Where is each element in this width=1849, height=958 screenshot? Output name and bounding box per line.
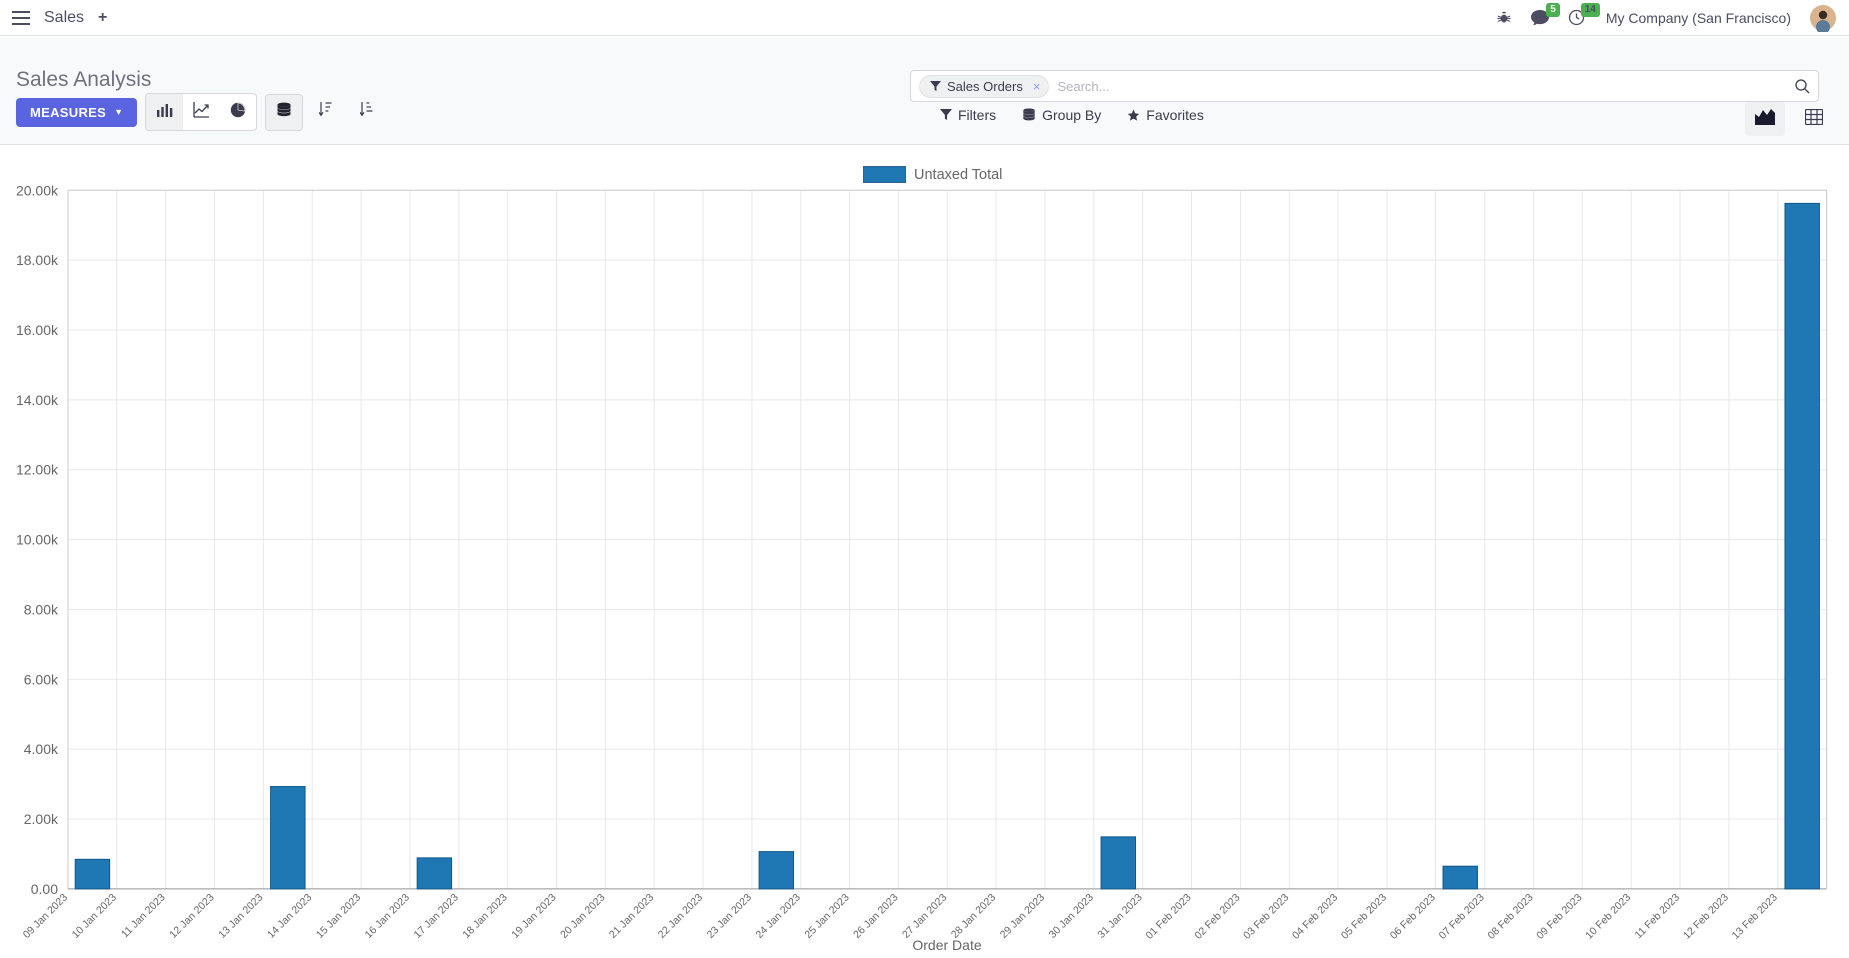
svg-text:06 Feb 2023: 06 Feb 2023 bbox=[1388, 891, 1438, 941]
svg-text:25 Jan 2023: 25 Jan 2023 bbox=[802, 891, 851, 940]
svg-text:13 Jan 2023: 13 Jan 2023 bbox=[216, 891, 265, 940]
svg-text:26 Jan 2023: 26 Jan 2023 bbox=[851, 891, 900, 940]
svg-text:10 Jan 2023: 10 Jan 2023 bbox=[70, 891, 119, 940]
svg-text:14 Jan 2023: 14 Jan 2023 bbox=[265, 891, 314, 940]
svg-text:27 Jan 2023: 27 Jan 2023 bbox=[900, 891, 949, 940]
svg-text:09 Jan 2023: 09 Jan 2023 bbox=[21, 891, 70, 940]
svg-text:16 Jan 2023: 16 Jan 2023 bbox=[363, 891, 412, 940]
svg-text:10 Feb 2023: 10 Feb 2023 bbox=[1583, 891, 1633, 941]
svg-text:14.00k: 14.00k bbox=[16, 392, 59, 408]
svg-text:16.00k: 16.00k bbox=[16, 322, 59, 338]
svg-text:07 Feb 2023: 07 Feb 2023 bbox=[1437, 891, 1487, 941]
svg-text:11 Feb 2023: 11 Feb 2023 bbox=[1633, 891, 1683, 941]
svg-text:15 Jan 2023: 15 Jan 2023 bbox=[314, 891, 363, 940]
svg-text:31 Jan 2023: 31 Jan 2023 bbox=[1095, 891, 1144, 940]
svg-text:6.00k: 6.00k bbox=[24, 671, 59, 687]
svg-text:12.00k: 12.00k bbox=[16, 462, 59, 478]
svg-text:8.00k: 8.00k bbox=[24, 601, 59, 617]
svg-text:20.00k: 20.00k bbox=[16, 182, 59, 198]
svg-text:04 Feb 2023: 04 Feb 2023 bbox=[1290, 891, 1340, 941]
svg-text:23 Jan 2023: 23 Jan 2023 bbox=[705, 891, 754, 940]
svg-text:13 Feb 2023: 13 Feb 2023 bbox=[1730, 891, 1780, 941]
svg-text:01 Feb 2023: 01 Feb 2023 bbox=[1143, 891, 1193, 941]
svg-text:17 Jan 2023: 17 Jan 2023 bbox=[412, 891, 461, 940]
svg-text:20 Jan 2023: 20 Jan 2023 bbox=[558, 891, 607, 940]
svg-text:28 Jan 2023: 28 Jan 2023 bbox=[949, 891, 998, 940]
svg-text:22 Jan 2023: 22 Jan 2023 bbox=[656, 891, 705, 940]
svg-text:08 Feb 2023: 08 Feb 2023 bbox=[1485, 891, 1535, 941]
svg-text:29 Jan 2023: 29 Jan 2023 bbox=[998, 891, 1047, 940]
svg-text:10.00k: 10.00k bbox=[16, 532, 59, 548]
svg-text:0.00: 0.00 bbox=[31, 881, 58, 897]
svg-text:30 Jan 2023: 30 Jan 2023 bbox=[1047, 891, 1096, 940]
svg-text:02 Feb 2023: 02 Feb 2023 bbox=[1192, 891, 1242, 941]
svg-text:18.00k: 18.00k bbox=[16, 252, 59, 268]
svg-text:18 Jan 2023: 18 Jan 2023 bbox=[460, 891, 509, 940]
svg-text:09 Feb 2023: 09 Feb 2023 bbox=[1534, 891, 1584, 941]
svg-text:24 Jan 2023: 24 Jan 2023 bbox=[754, 891, 803, 940]
svg-text:11 Jan 2023: 11 Jan 2023 bbox=[119, 891, 168, 940]
svg-text:2.00k: 2.00k bbox=[24, 811, 59, 827]
svg-text:12 Jan 2023: 12 Jan 2023 bbox=[167, 891, 216, 940]
svg-text:03 Feb 2023: 03 Feb 2023 bbox=[1241, 891, 1291, 941]
svg-text:4.00k: 4.00k bbox=[24, 741, 59, 757]
svg-text:12 Feb 2023: 12 Feb 2023 bbox=[1681, 891, 1731, 941]
svg-text:05 Feb 2023: 05 Feb 2023 bbox=[1339, 891, 1389, 941]
svg-text:19 Jan 2023: 19 Jan 2023 bbox=[509, 891, 558, 940]
svg-text:21 Jan 2023: 21 Jan 2023 bbox=[607, 891, 656, 940]
